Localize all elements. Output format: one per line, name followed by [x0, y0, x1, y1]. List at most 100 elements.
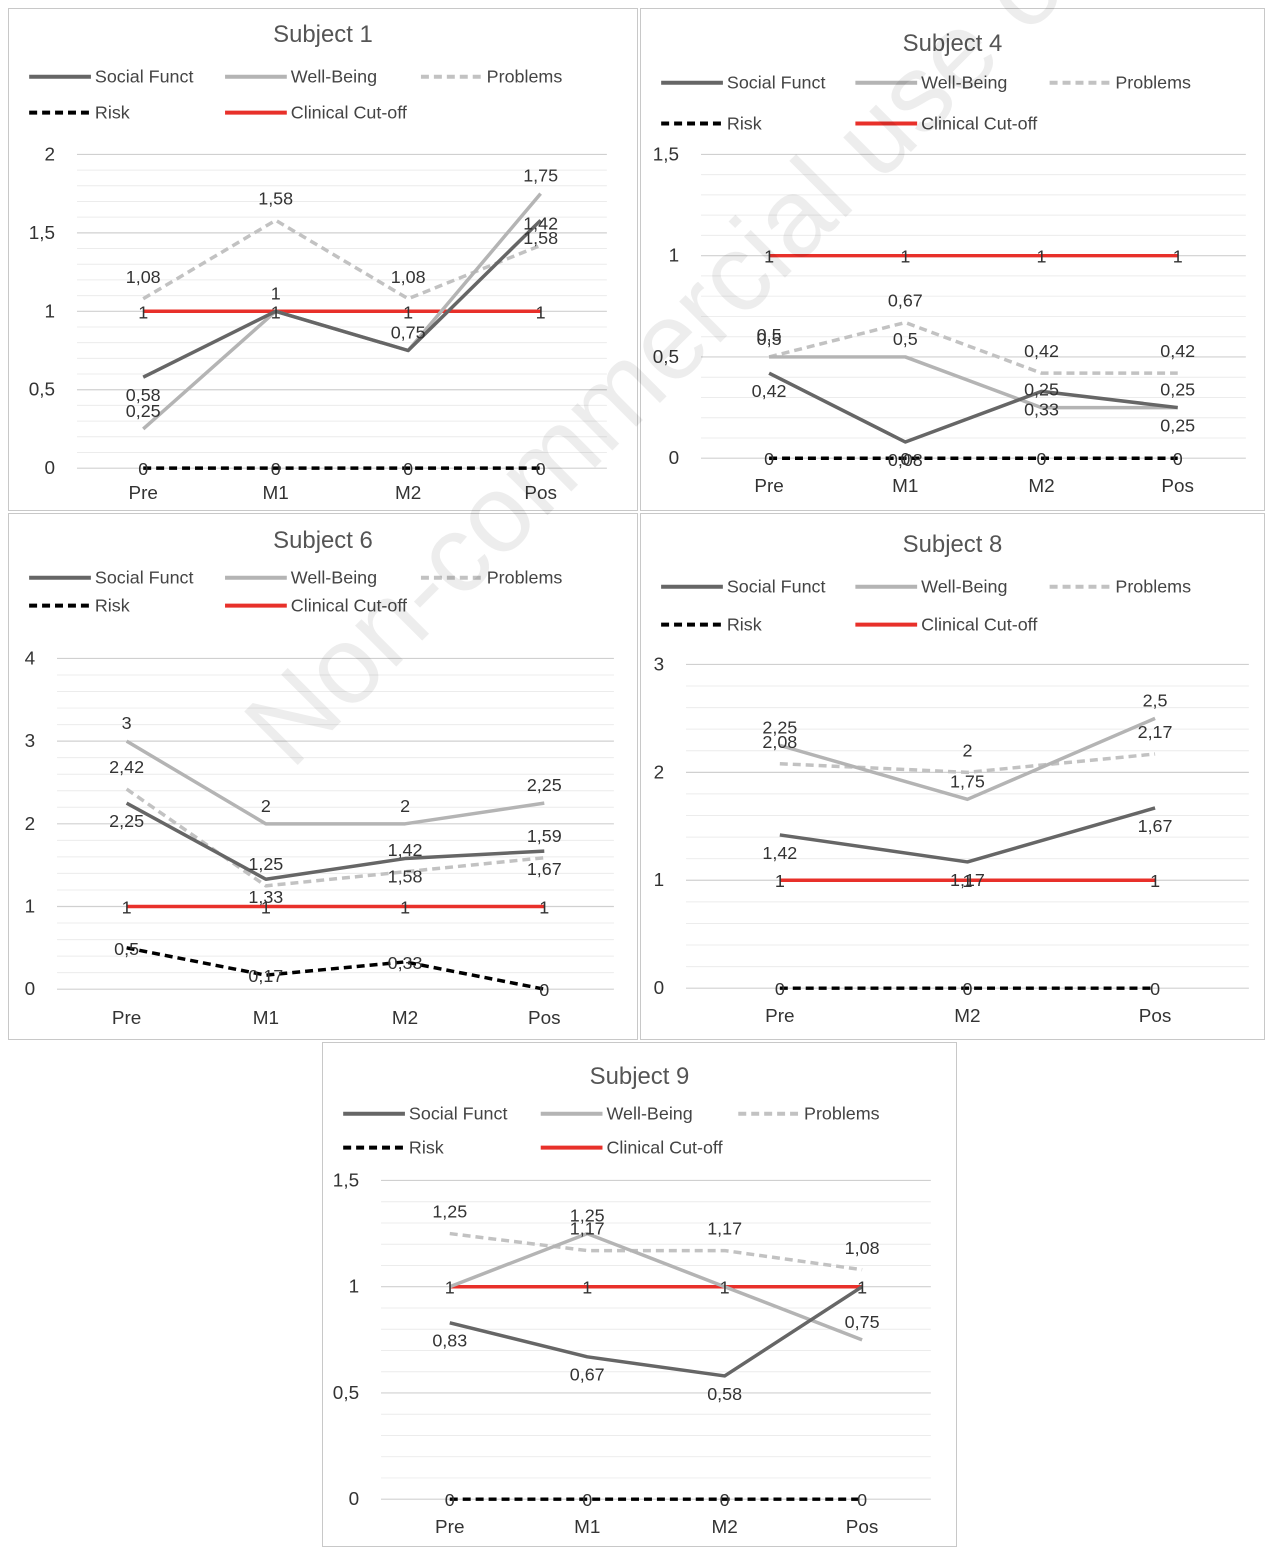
data-label-problems: 1,08 [391, 267, 426, 287]
data-label-clinical-cut-off: 1 [271, 302, 281, 322]
chart-title: Subject 4 [903, 30, 1003, 57]
data-label-well-being: 2 [261, 796, 271, 816]
legend-label: Problems [487, 568, 563, 588]
y-tick-label: 0,5 [29, 380, 55, 401]
data-label-well-being: 0,75 [391, 323, 426, 343]
data-label-clinical-cut-off: 1 [261, 897, 271, 917]
legend-item-social-funct: Social Funct [343, 1104, 507, 1124]
data-label-risk: 0,5 [114, 939, 139, 959]
legend-label: Problems [487, 67, 563, 87]
x-tick-label: M2 [712, 1517, 738, 1538]
y-tick-label: 2 [45, 144, 56, 165]
data-label-well-being: 1,75 [523, 166, 558, 186]
y-tick-label: 3 [25, 731, 36, 752]
data-label-social-funct: 0,83 [432, 1331, 467, 1351]
y-tick-label: 1 [349, 1277, 360, 1298]
legend-item-clinical-cut-off: Clinical Cut-off [225, 596, 407, 616]
series-line-problems [142, 218, 542, 301]
x-tick-label: Pre [435, 1517, 464, 1538]
data-label-risk: 0,17 [248, 966, 283, 986]
data-label-clinical-cut-off: 1 [403, 302, 413, 322]
legend-label: Social Funct [95, 568, 194, 588]
data-label-problems: 1,08 [126, 267, 161, 287]
data-label-problems: 1,17 [570, 1219, 605, 1239]
data-label-problems: 2,17 [1138, 722, 1173, 742]
data-label-clinical-cut-off: 1 [536, 302, 546, 322]
chart-title: Subject 8 [903, 531, 1003, 558]
data-label-risk: 0 [403, 459, 413, 479]
y-tick-label: 0 [669, 448, 680, 469]
data-label-risk: 0 [764, 449, 774, 469]
data-label-risk: 0 [138, 459, 148, 479]
x-tick-label: M1 [253, 1008, 279, 1029]
legend-label: Social Funct [95, 67, 194, 87]
legend-item-problems: Problems [738, 1104, 880, 1124]
data-label-risk: 0,33 [388, 953, 423, 973]
legend-item-problems: Problems [1049, 577, 1191, 597]
y-tick-label: 0 [25, 979, 36, 1000]
chart-svg: Subject 1 Social Funct Well-Being Problems R… [29, 21, 607, 504]
data-label-well-being: 0,25 [1024, 380, 1059, 400]
legend-item-problems: Problems [420, 568, 563, 588]
series-line-social-funct [142, 219, 542, 379]
data-label-well-being: 2 [400, 796, 410, 816]
data-label-risk: 0 [857, 1490, 867, 1510]
chart-panel-subject-1: Subject 1 Social Funct Well-Being Problems R… [8, 8, 638, 511]
series-line-risk [126, 946, 545, 991]
y-tick-label: 0 [349, 1489, 360, 1510]
legend-item-risk: Risk [29, 596, 130, 616]
y-tick-label: 1 [669, 246, 680, 267]
data-label-social-funct: 1,42 [762, 843, 797, 863]
data-label-social-funct: 1,17 [950, 870, 985, 890]
data-label-risk: 0 [539, 980, 549, 1000]
data-label-well-being: 0,25 [1160, 380, 1195, 400]
y-tick-label: 3 [654, 654, 665, 675]
data-label-risk: 0 [582, 1490, 592, 1510]
y-tick-label: 2 [25, 814, 36, 835]
series-line-problems [449, 1231, 863, 1272]
legend-item-risk: Risk [29, 103, 130, 123]
data-label-social-funct: 1,67 [1138, 816, 1173, 836]
data-label-well-being: 1,75 [950, 771, 985, 791]
chart-panel-subject-4: Subject 4 Social Funct Well-Being Problems R… [640, 8, 1265, 511]
data-label-risk: 0 [720, 1490, 730, 1510]
data-label-clinical-cut-off: 1 [582, 1278, 592, 1298]
legend-label: Clinical Cut-off [291, 103, 407, 123]
data-label-problems: 2,42 [109, 757, 144, 777]
data-label-social-funct: 0,67 [570, 1365, 605, 1385]
chart-title: Subject 6 [273, 527, 373, 554]
series-line-well-being [449, 1231, 863, 1342]
series-line-problems [768, 320, 1178, 375]
data-label-problems: 0,42 [1024, 341, 1059, 361]
data-label-problems: 2,08 [762, 732, 797, 752]
x-tick-label: M2 [1028, 476, 1054, 497]
data-label-clinical-cut-off: 1 [857, 1278, 867, 1298]
data-label-social-funct: 1,33 [248, 887, 283, 907]
legend-label: Well-Being [291, 568, 377, 588]
data-label-risk: 0 [1037, 449, 1047, 469]
data-label-clinical-cut-off: 1 [962, 871, 972, 891]
x-tick-label: M1 [574, 1517, 600, 1538]
chart-panel-subject-6: Subject 6 Social Funct Well-Being Problems R… [8, 513, 638, 1040]
legend-item-problems: Problems [1049, 73, 1191, 93]
data-label-social-funct: 1,58 [388, 866, 423, 886]
series-line-problems [779, 752, 1156, 775]
data-label-clinical-cut-off: 1 [122, 897, 132, 917]
legend-label: Problems [1115, 577, 1191, 597]
data-label-clinical-cut-off: 1 [138, 302, 148, 322]
data-label-social-funct: 2,25 [109, 811, 144, 831]
legend-label: Risk [409, 1138, 444, 1158]
series-line-social-funct [449, 1285, 864, 1378]
data-label-clinical-cut-off: 1 [400, 897, 410, 917]
data-label-risk: 0 [445, 1490, 455, 1510]
legend-label: Well-Being [921, 577, 1007, 597]
data-label-well-being: 2,25 [527, 775, 562, 795]
data-label-risk: 0 [1150, 979, 1160, 999]
y-tick-label: 1 [25, 896, 36, 917]
data-label-well-being: 0,5 [757, 329, 782, 349]
legend-label: Social Funct [727, 73, 826, 93]
y-tick-label: 1 [45, 301, 56, 322]
data-label-social-funct: 1,67 [527, 859, 562, 879]
legend-label: Risk [727, 615, 762, 635]
data-label-clinical-cut-off: 1 [720, 1278, 730, 1298]
